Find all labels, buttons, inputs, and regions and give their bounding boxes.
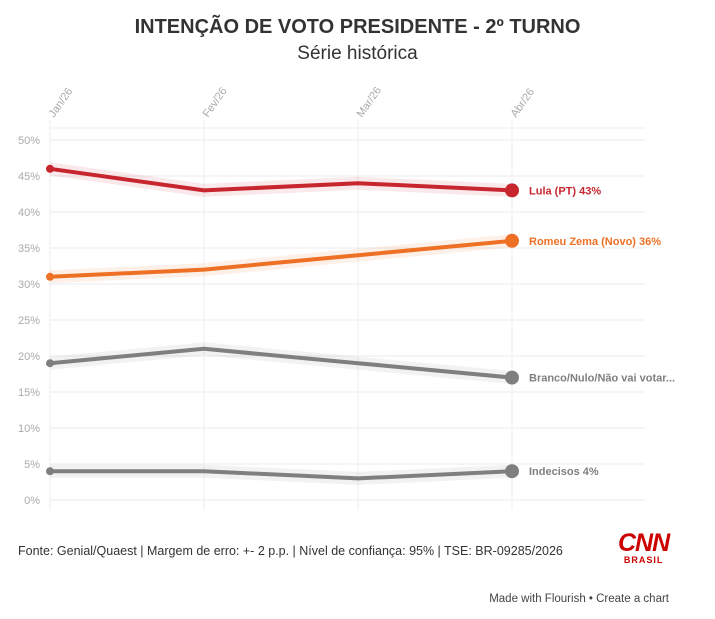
x-tick-label: Abr/26	[509, 86, 537, 119]
series-line	[49, 238, 513, 279]
source-note: Fonte: Genial/Quaest | Margem de erro: +…	[18, 544, 563, 558]
end-point	[505, 233, 519, 248]
y-tick-label: 45%	[18, 171, 40, 183]
y-tick-label: 0%	[24, 495, 40, 507]
series-label: Indecisos 4%	[529, 466, 599, 478]
end-point	[505, 183, 519, 198]
series-label: Lula (PT) 43%	[529, 185, 601, 197]
confidence-band	[49, 342, 513, 385]
start-point	[46, 467, 54, 476]
x-tick-label: Fev/26	[201, 85, 230, 119]
flourish-credit-link[interactable]: Made with Flourish • Create a chart	[489, 593, 669, 605]
y-tick-label: 35%	[18, 243, 40, 255]
x-tick-label: Jan/26	[47, 86, 76, 120]
y-tick-label: 25%	[18, 315, 40, 327]
chart-subtitle: Série histórica	[297, 43, 418, 64]
y-tick-label: 50%	[18, 135, 40, 147]
series-line	[49, 346, 513, 380]
end-point	[505, 370, 519, 385]
series-line	[49, 166, 513, 193]
y-tick-label: 10%	[18, 423, 40, 435]
start-point	[46, 164, 54, 173]
start-point	[46, 272, 54, 281]
y-tick-label: 40%	[18, 207, 40, 219]
series-label: Branco/Nulo/Não vai votar...	[529, 373, 675, 385]
start-point	[46, 359, 54, 368]
cnn-brasil-logo: CNN BRASIL	[618, 529, 670, 566]
y-tick-label: 5%	[24, 459, 40, 471]
y-tick-label: 30%	[18, 279, 40, 291]
series-label: Romeu Zema (Novo) 36%	[529, 236, 661, 248]
chart-title: INTENÇÃO DE VOTO PRESIDENTE - 2º TURNO	[134, 16, 581, 38]
series-line	[50, 469, 513, 481]
x-tick-label: Mar/26	[355, 85, 384, 120]
y-tick-label: 20%	[18, 351, 40, 363]
y-tick-label: 15%	[18, 387, 40, 399]
end-point	[505, 464, 519, 479]
